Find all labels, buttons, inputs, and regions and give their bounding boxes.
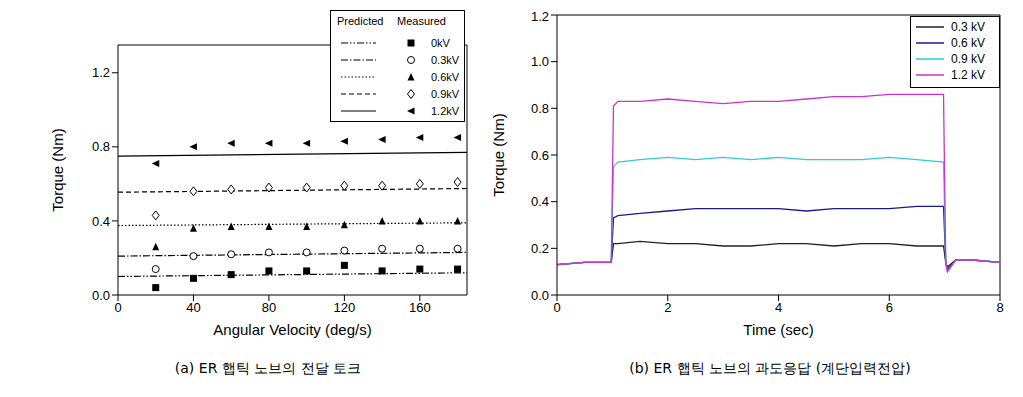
svg-text:Predicted: Predicted	[337, 15, 383, 27]
svg-text:2: 2	[664, 300, 671, 315]
svg-text:160: 160	[409, 300, 431, 315]
html-text:(b) ER 햅틱 노브의 과도응답 (계단입력전압): (b) ER 햅틱 노브의 과도응답 (계단입력전압)	[629, 360, 911, 376]
svg-text:40: 40	[186, 300, 200, 315]
svg-text:0.9kV: 0.9kV	[431, 88, 460, 100]
svg-text:120: 120	[334, 300, 356, 315]
svg-text:0.6 kV: 0.6 kV	[951, 36, 985, 50]
svg-text:1.2: 1.2	[531, 9, 549, 24]
svg-text:1.2kV: 1.2kV	[431, 105, 460, 117]
svg-text:1.2 kV: 1.2 kV	[951, 68, 985, 82]
svg-text:0.8: 0.8	[531, 101, 549, 116]
svg-text:0.2: 0.2	[531, 241, 549, 256]
svg-text:Torque (Nm): Torque (Nm)	[490, 113, 507, 196]
svg-text:Measured: Measured	[397, 15, 446, 27]
svg-text:0: 0	[114, 300, 121, 315]
svg-text:0: 0	[553, 300, 560, 315]
svg-text:6: 6	[886, 300, 893, 315]
svg-text:Angular Velocity (deg/s): Angular Velocity (deg/s)	[213, 321, 371, 338]
svg-text:0.6: 0.6	[531, 148, 549, 163]
svg-text:1.2: 1.2	[92, 65, 110, 80]
svg-text:0.6kV: 0.6kV	[431, 71, 460, 83]
svg-text:0kV: 0kV	[431, 37, 451, 49]
svg-text:4: 4	[775, 300, 782, 315]
svg-text:Torque (Nm): Torque (Nm)	[49, 128, 66, 211]
svg-text:0.0: 0.0	[531, 288, 549, 303]
svg-text:0.3 kV: 0.3 kV	[951, 20, 985, 34]
svg-text:8: 8	[996, 300, 1003, 315]
svg-text:1.0: 1.0	[531, 54, 549, 69]
svg-text:0.3kV: 0.3kV	[431, 54, 460, 66]
svg-text:0.9 kV: 0.9 kV	[951, 52, 985, 66]
html-text:(a) ER 햅틱 노브의 전달 토크: (a) ER 햅틱 노브의 전달 토크	[174, 360, 362, 376]
svg-text:0.0: 0.0	[92, 288, 110, 303]
svg-text:80: 80	[262, 300, 276, 315]
svg-text:0.4: 0.4	[531, 194, 549, 209]
svg-text:0.8: 0.8	[92, 139, 110, 154]
svg-text:0.4: 0.4	[92, 214, 110, 229]
svg-text:Time (sec): Time (sec)	[743, 321, 813, 338]
